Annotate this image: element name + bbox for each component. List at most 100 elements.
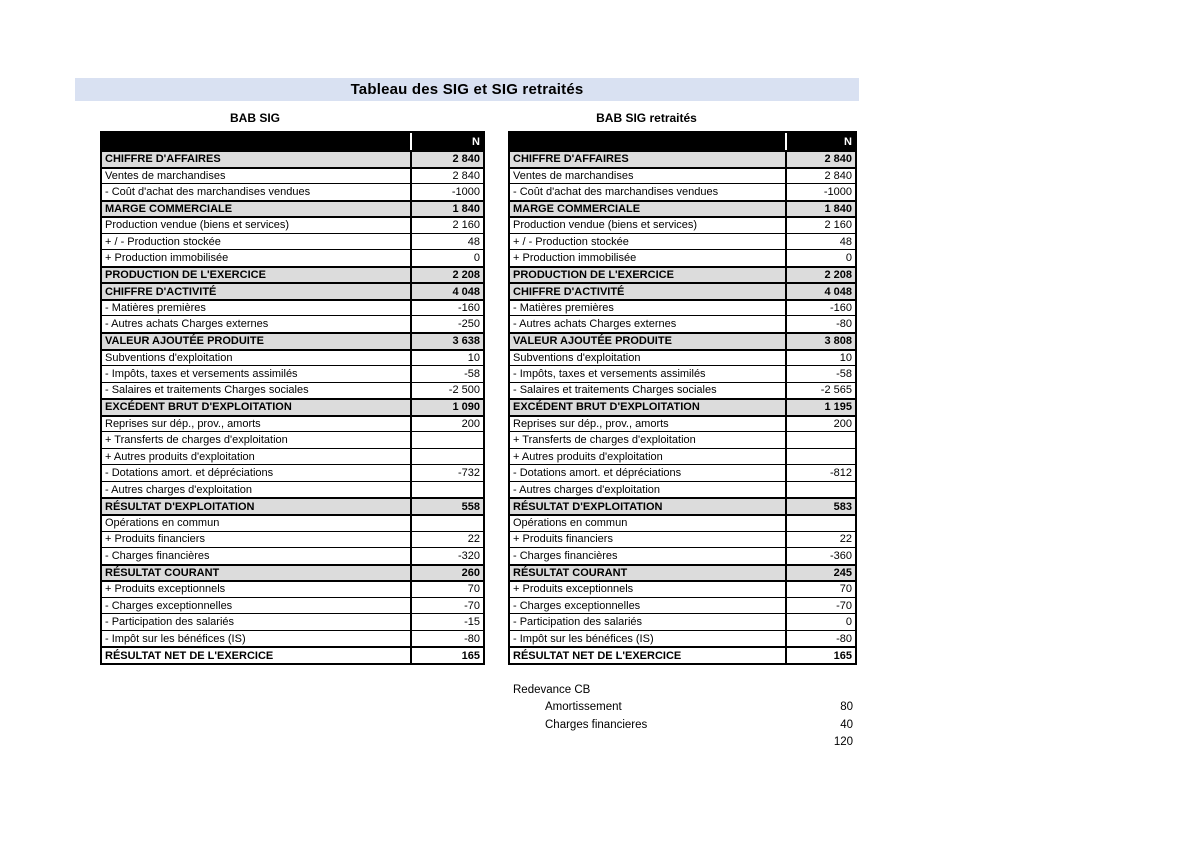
row-value: 1 195 xyxy=(824,401,852,414)
row-value: 2 208 xyxy=(452,269,480,282)
row-value: -80 xyxy=(836,318,852,331)
page-title-text: Tableau des SIG et SIG retraités xyxy=(350,81,584,98)
table-row: - Matières premières -160 xyxy=(510,298,855,316)
row-label: + Produits exceptionnels xyxy=(102,582,412,597)
table-row: Subventions d'exploitation 10 xyxy=(510,348,855,366)
row-value xyxy=(412,482,483,498)
row-value: 2 840 xyxy=(452,169,480,182)
row-value: -70 xyxy=(836,599,852,612)
table-row: Ventes de marchandises 2 840 xyxy=(102,166,483,184)
row-value: 200 xyxy=(461,418,480,431)
row-value xyxy=(412,449,483,465)
table-row: RÉSULTAT D'EXPLOITATION 583 xyxy=(510,497,855,515)
table-row: + / - Production stockée 48 xyxy=(102,232,483,250)
row-label: Production vendue (biens et services) xyxy=(102,218,412,233)
row-value: 0 xyxy=(845,252,852,265)
row-value: 2 160 xyxy=(824,219,852,232)
table-row: - Autres charges d'exploitation xyxy=(510,480,855,498)
row-label: RÉSULTAT D'EXPLOITATION xyxy=(510,499,787,515)
row-label: - Matières premières xyxy=(102,300,412,316)
table-row: RÉSULTAT COURANT 245 xyxy=(510,563,855,581)
row-value: 558 xyxy=(461,500,480,513)
table-row: - Charges financières -320 xyxy=(102,547,483,564)
row-value: -1000 xyxy=(451,185,480,198)
table-row: - Salaires et traitements Charges social… xyxy=(510,381,855,399)
row-value: 200 xyxy=(833,418,852,431)
footnote-item-label: Amortissement xyxy=(545,701,622,714)
table-row: + Production immobilisée 0 xyxy=(510,249,855,266)
row-value: 10 xyxy=(467,351,480,364)
row-label: + Production immobilisée xyxy=(102,250,412,266)
table-row: Subventions d'exploitation 10 xyxy=(102,348,483,366)
footnote-title: Redevance CB xyxy=(513,683,591,696)
row-value: -1000 xyxy=(823,185,852,198)
table-bab-sig-retraites: N CHIFFRE D'AFFAIRES 2 840 Ventes de march… xyxy=(508,131,857,665)
row-label: Subventions d'exploitation xyxy=(102,350,412,366)
row-label: - Charges financières xyxy=(102,548,412,564)
row-label: VALEUR AJOUTÉE PRODUITE xyxy=(102,334,412,349)
table-row: PRODUCTION DE L'EXERCICE 2 208 xyxy=(102,265,483,283)
table-row: - Impôt sur les bénéfices (IS) -80 xyxy=(102,629,483,647)
table-header-row: N xyxy=(510,133,855,150)
table-row: CHIFFRE D'AFFAIRES 2 840 xyxy=(102,150,483,167)
row-label: Ventes de marchandises xyxy=(102,168,412,184)
row-label: PRODUCTION DE L'EXERCICE xyxy=(102,267,412,283)
row-label: Opérations en commun xyxy=(102,516,412,531)
table-row: - Participation des salariés -15 xyxy=(102,613,483,630)
table-row: + Produits financiers 22 xyxy=(510,530,855,548)
table-row: RÉSULTAT NET DE L'EXERCICE 165 xyxy=(102,646,483,663)
row-label: - Participation des salariés xyxy=(102,614,412,630)
footnote-total-value: 120 xyxy=(833,736,853,749)
table-row: + Autres produits d'exploitation xyxy=(102,447,483,465)
table-row: - Coût d'achat des marchandises vendues -… xyxy=(510,183,855,200)
row-value: 260 xyxy=(461,566,480,579)
header-label-cell xyxy=(102,133,412,150)
row-label: + Autres produits d'exploitation xyxy=(102,448,412,465)
row-value: -58 xyxy=(836,367,852,380)
row-label: + Production immobilisée xyxy=(510,250,787,266)
row-label: - Charges exceptionnelles xyxy=(102,597,412,614)
row-value: -732 xyxy=(457,467,480,480)
table-row: VALEUR AJOUTÉE PRODUITE 3 638 xyxy=(102,332,483,349)
table-row: - Autres charges d'exploitation xyxy=(102,480,483,498)
row-value: 1 840 xyxy=(452,202,480,215)
table-row: PRODUCTION DE L'EXERCICE 2 208 xyxy=(510,265,855,283)
row-label: + Produits financiers xyxy=(510,531,787,548)
table-row: Opérations en commun xyxy=(510,514,855,531)
row-label: + Transferts de charges d'exploitation xyxy=(510,432,787,448)
table-bab-sig: N CHIFFRE D'AFFAIRES 2 840 Ventes de march… xyxy=(100,131,485,665)
row-label: Ventes de marchandises xyxy=(510,168,787,184)
row-label: + Transferts de charges d'exploitation xyxy=(102,432,412,448)
row-value xyxy=(787,482,855,498)
row-label: - Coût d'achat des marchandises vendues xyxy=(102,184,412,200)
table-row: - Dotations amort. et dépréciations -732 xyxy=(102,464,483,481)
table-body: CHIFFRE D'AFFAIRES 2 840 Ventes de marchan… xyxy=(510,150,855,663)
table-row: - Charges financières -360 xyxy=(510,547,855,564)
table-row: Production vendue (biens et services) 2 1… xyxy=(102,216,483,233)
header-year-cell: N xyxy=(472,135,480,148)
row-value: 70 xyxy=(467,583,480,596)
row-value xyxy=(787,449,855,465)
table-row: RÉSULTAT NET DE L'EXERCICE 165 xyxy=(510,646,855,663)
row-value: 2 840 xyxy=(824,153,852,166)
row-value: 4 048 xyxy=(452,285,480,298)
row-label: + Autres produits d'exploitation xyxy=(510,448,787,465)
table-row: - Impôt sur les bénéfices (IS) -80 xyxy=(510,629,855,647)
row-label: Opérations en commun xyxy=(510,516,787,531)
row-label: - Dotations amort. et dépréciations xyxy=(510,465,787,481)
row-value: 1 090 xyxy=(452,401,480,414)
row-value: 3 808 xyxy=(824,335,852,348)
table-row: RÉSULTAT COURANT 260 xyxy=(102,563,483,581)
table-row: MARGE COMMERCIALE 1 840 xyxy=(102,199,483,217)
row-label: - Impôt sur les bénéfices (IS) xyxy=(510,630,787,647)
row-value: -160 xyxy=(457,302,480,315)
row-value: -80 xyxy=(464,632,480,645)
row-label: EXCÉDENT BRUT D'EXPLOITATION xyxy=(510,400,787,415)
row-value: 4 048 xyxy=(824,285,852,298)
table-row: - Matières premières -160 xyxy=(102,298,483,316)
row-label: CHIFFRE D'AFFAIRES xyxy=(510,152,787,167)
row-label: Reprises sur dép., prov., amorts xyxy=(510,416,787,432)
row-value: 22 xyxy=(839,533,852,546)
row-label: - Matières premières xyxy=(510,300,787,316)
table-row: + Transferts de charges d'exploitation xyxy=(102,431,483,448)
